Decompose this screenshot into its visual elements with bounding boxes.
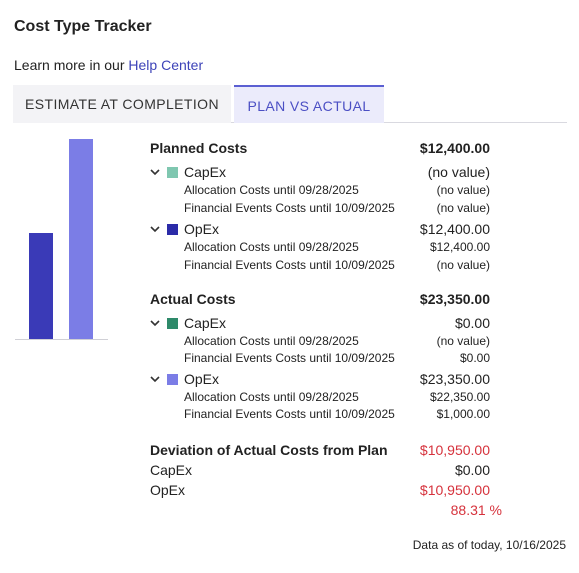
planned-capex-label: CapEx xyxy=(184,164,227,180)
help-center-link[interactable]: Help Center xyxy=(128,57,204,73)
actual-opex-financial-value: $1,000.00 xyxy=(436,407,490,421)
deviation-capex-label: CapEx xyxy=(150,462,193,478)
planned-costs-label: Planned Costs xyxy=(150,140,248,156)
planned-costs-bar[interactable] xyxy=(29,233,53,339)
actual-opex-label: OpEx xyxy=(184,371,220,387)
deviation-capex-row: CapEx $0.00 xyxy=(0,462,579,480)
planned-costs-total: $12,400.00 xyxy=(419,140,490,156)
help-prefix: Learn more in our xyxy=(14,57,129,73)
help-text: Learn more in our Help Center xyxy=(14,57,203,73)
deviation-label: Deviation of Actual Costs from Plan xyxy=(150,442,388,458)
chevron-down-icon[interactable] xyxy=(150,167,160,177)
actual-capex-value: $0.00 xyxy=(454,315,490,331)
actual-capex-financial-row: Financial Events Costs until 10/09/2025 … xyxy=(0,351,579,369)
planned-capex-row[interactable]: CapEx (no value) xyxy=(0,164,579,182)
planned-capex-allocation-row: Allocation Costs until 09/28/2025 (no va… xyxy=(0,183,579,201)
planned-opex-allocation-label: Allocation Costs until 09/28/2025 xyxy=(184,240,359,254)
actual-opex-financial-row: Financial Events Costs until 10/09/2025 … xyxy=(0,407,579,425)
deviation-opex-value: $10,950.00 xyxy=(419,482,490,498)
actual-costs-total: $23,350.00 xyxy=(419,291,490,307)
planned-capex-allocation-label: Allocation Costs until 09/28/2025 xyxy=(184,183,359,197)
planned-opex-financial-row: Financial Events Costs until 10/09/2025 … xyxy=(0,258,579,276)
planned-opex-row[interactable]: OpEx $12,400.00 xyxy=(0,221,579,239)
deviation-capex-value: $0.00 xyxy=(454,462,490,478)
planned-opex-allocation-value: $12,400.00 xyxy=(429,240,490,254)
planned-capex-allocation-value: (no value) xyxy=(436,183,490,197)
planned-opex-allocation-row: Allocation Costs until 09/28/2025 $12,40… xyxy=(0,240,579,258)
deviation-opex-label: OpEx xyxy=(150,482,186,498)
data-as-of-text: Data as of today, 10/16/2025 xyxy=(412,538,566,552)
actual-costs-bar[interactable] xyxy=(69,139,93,339)
actual-opex-allocation-value: $22,350.00 xyxy=(429,390,490,404)
chevron-down-icon[interactable] xyxy=(150,224,160,234)
planned-capex-value: (no value) xyxy=(427,164,490,180)
opex-color-swatch xyxy=(167,224,178,235)
planned-costs-header: Planned Costs $12,400.00 xyxy=(0,140,579,158)
deviation-percent: 88.31 % xyxy=(450,502,502,518)
actual-opex-allocation-row: Allocation Costs until 09/28/2025 $22,35… xyxy=(0,390,579,408)
actual-capex-allocation-row: Allocation Costs until 09/28/2025 (no va… xyxy=(0,334,579,352)
tab-plan-vs-actual[interactable]: PLAN VS ACTUAL xyxy=(234,85,384,123)
planned-capex-financial-value: (no value) xyxy=(436,201,490,215)
actual-opex-row[interactable]: OpEx $23,350.00 xyxy=(0,371,579,389)
actual-capex-allocation-value: (no value) xyxy=(436,334,490,348)
chevron-down-icon[interactable] xyxy=(150,318,160,328)
tab-estimate-at-completion[interactable]: ESTIMATE AT COMPLETION xyxy=(13,85,231,123)
actual-capex-financial-label: Financial Events Costs until 10/09/2025 xyxy=(184,351,395,365)
capex-color-swatch xyxy=(167,167,178,178)
actual-opex-financial-label: Financial Events Costs until 10/09/2025 xyxy=(184,407,395,421)
deviation-percent-row: 88.31 % xyxy=(0,502,579,520)
deviation-total: $10,950.00 xyxy=(419,442,490,458)
chevron-down-icon[interactable] xyxy=(150,374,160,384)
actual-capex-financial-value: $0.00 xyxy=(459,351,490,365)
actual-costs-label: Actual Costs xyxy=(150,291,236,307)
planned-opex-financial-value: (no value) xyxy=(436,258,490,272)
capex-color-swatch xyxy=(167,318,178,329)
actual-costs-header: Actual Costs $23,350.00 xyxy=(0,291,579,309)
planned-capex-financial-row: Financial Events Costs until 10/09/2025 … xyxy=(0,201,579,219)
actual-capex-row[interactable]: CapEx $0.00 xyxy=(0,315,579,333)
actual-opex-allocation-label: Allocation Costs until 09/28/2025 xyxy=(184,390,359,404)
tab-bar: ESTIMATE AT COMPLETION PLAN VS ACTUAL xyxy=(13,85,567,123)
planned-opex-value: $12,400.00 xyxy=(419,221,490,237)
deviation-header: Deviation of Actual Costs from Plan $10,… xyxy=(0,442,579,460)
planned-capex-financial-label: Financial Events Costs until 10/09/2025 xyxy=(184,201,395,215)
opex-color-swatch xyxy=(167,374,178,385)
planned-opex-financial-label: Financial Events Costs until 10/09/2025 xyxy=(184,258,395,272)
actual-capex-allocation-label: Allocation Costs until 09/28/2025 xyxy=(184,334,359,348)
actual-capex-label: CapEx xyxy=(184,315,227,331)
actual-opex-value: $23,350.00 xyxy=(419,371,490,387)
planned-opex-label: OpEx xyxy=(184,221,220,237)
chart-baseline xyxy=(15,339,108,340)
deviation-opex-row: OpEx $10,950.00 xyxy=(0,482,579,500)
page-title: Cost Type Tracker xyxy=(14,18,152,35)
